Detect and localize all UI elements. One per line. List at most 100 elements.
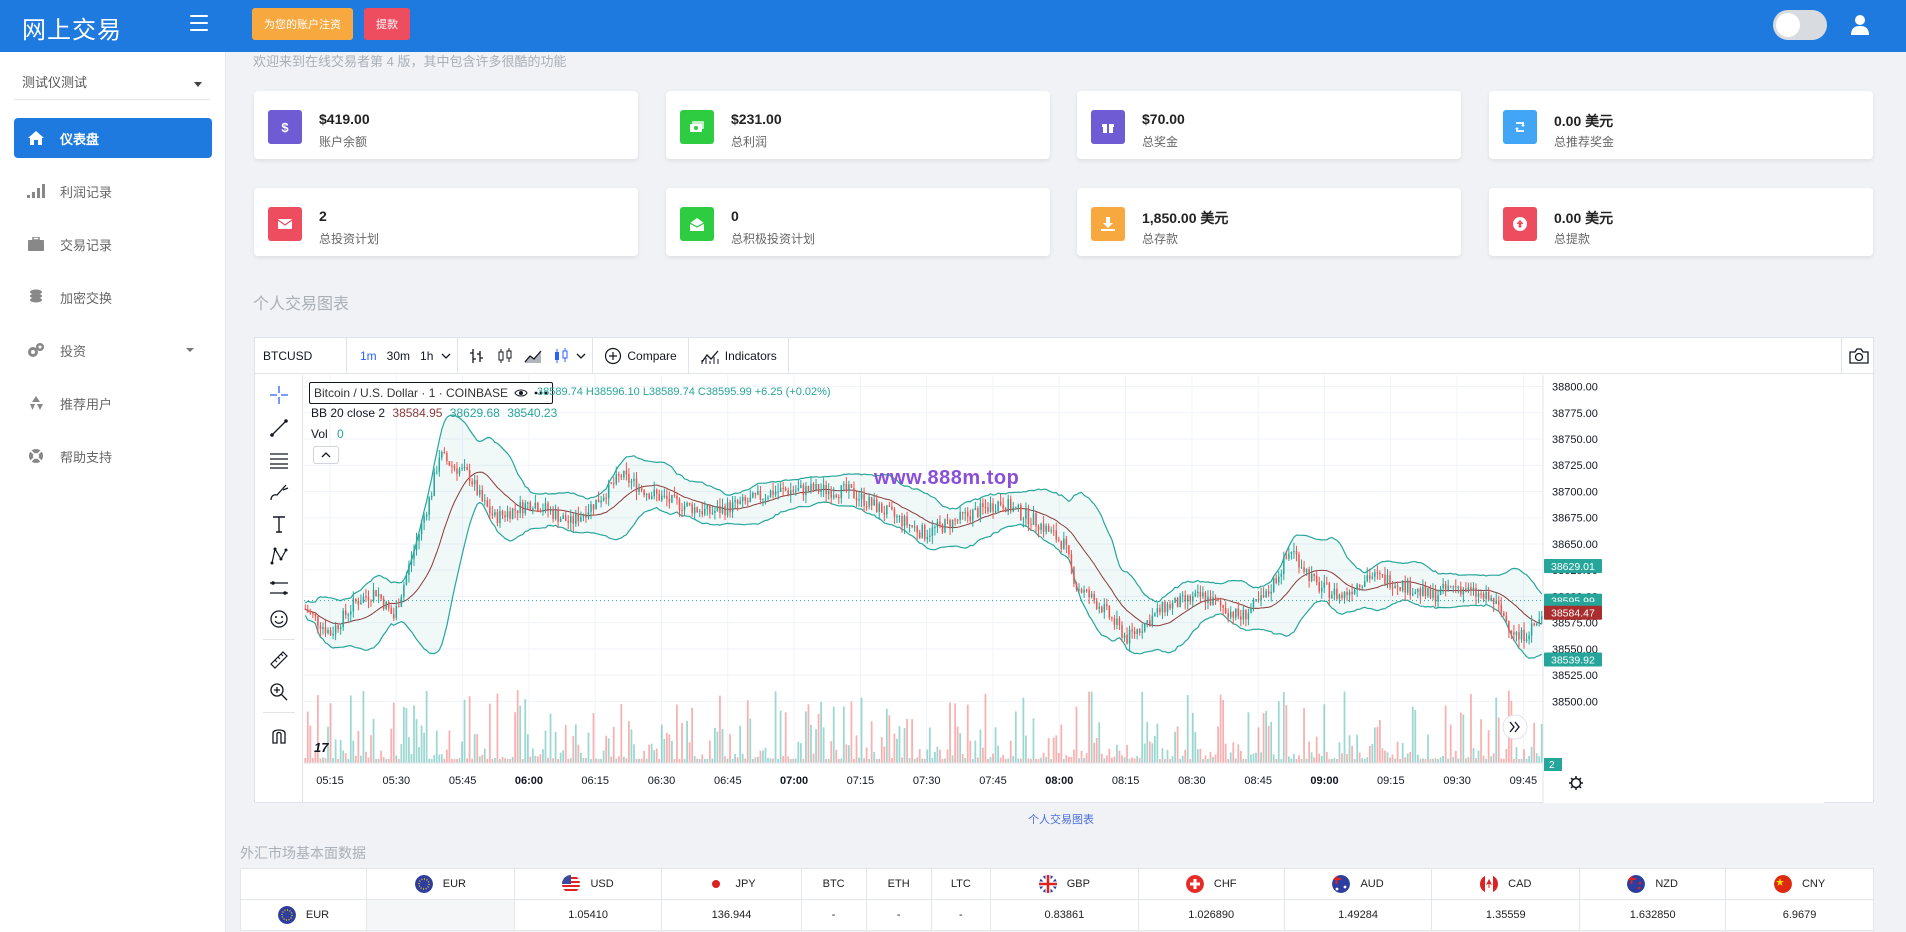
pattern-tool-icon[interactable]	[269, 546, 289, 566]
candle-body	[334, 625, 337, 634]
sidebar-item-invest[interactable]: 投资	[14, 330, 212, 370]
candle-body	[1209, 596, 1212, 606]
user-icon[interactable]	[1850, 14, 1870, 36]
account-selector[interactable]: 测试仪测试	[14, 64, 210, 100]
collapse-legend-button[interactable]	[313, 446, 339, 464]
brand-title[interactable]: 网上交易	[22, 17, 122, 44]
candle-body	[393, 613, 395, 619]
volume-bar	[997, 745, 999, 763]
scroll-right-button[interactable]	[1502, 714, 1528, 740]
candle-body	[367, 597, 370, 601]
snapshot-button[interactable]	[1841, 338, 1875, 374]
crosshair-icon[interactable]	[269, 385, 289, 405]
price-chart-canvas[interactable]: 38800.00 38775.00 38750.00 38725.00 38700.00…	[304, 375, 1824, 803]
withdraw-button[interactable]: 提款	[364, 8, 410, 40]
candles-style-icon[interactable]	[496, 347, 514, 365]
add-circle-icon	[605, 347, 622, 364]
sidebar-item-crypto-exchange[interactable]: 加密交换	[14, 277, 212, 317]
volume-bar	[1462, 714, 1465, 763]
volume-bar	[1080, 750, 1083, 763]
candle-body	[1123, 634, 1126, 638]
measure-ranges-icon[interactable]	[269, 578, 289, 598]
volume-bar	[514, 712, 517, 763]
candle-body	[1055, 530, 1058, 540]
fx-header-label: USD	[590, 877, 614, 890]
fund-account-button[interactable]: 为您的账户注资	[252, 8, 353, 40]
candle-body	[618, 474, 620, 476]
chart-caption-link[interactable]: 个人交易图表	[1028, 814, 1094, 826]
zoom-in-icon[interactable]	[269, 682, 289, 702]
chevron-down-icon[interactable]	[575, 350, 587, 362]
sidebar-item-trade-records[interactable]: 交易记录	[14, 224, 212, 264]
volume-bar	[1085, 753, 1088, 763]
sidebar-item-profit-records[interactable]: 利润记录	[14, 171, 212, 211]
fx-header-label: LTC	[950, 878, 971, 890]
volume-bar	[1518, 758, 1520, 763]
candle-body	[865, 505, 868, 507]
ruler-icon[interactable]	[269, 650, 289, 670]
volume-bar	[698, 759, 701, 763]
candle-body	[547, 503, 549, 511]
indicators-button[interactable]: Indicators	[694, 347, 783, 365]
volume-bar	[501, 756, 504, 763]
candle-body	[527, 502, 529, 504]
volume-bar	[974, 740, 977, 763]
candle-body	[1075, 583, 1078, 590]
more-icon[interactable]	[534, 391, 548, 395]
volume-bar	[564, 724, 567, 763]
bb-legend[interactable]: BB 20 close 2 38584.95 38629.68 38540.23	[311, 406, 557, 420]
candle-body	[1197, 591, 1199, 594]
legend-ohlc: 38589.74 H38596.10 L38589.74 C38595.99 +…	[537, 386, 831, 398]
sidebar-item-label: 利润记录	[60, 184, 113, 200]
candle-body	[1275, 578, 1277, 583]
theme-toggle[interactable]	[1773, 10, 1827, 40]
interval-30m[interactable]: 30m	[386, 348, 411, 363]
volume-bar	[949, 702, 951, 763]
volume-bar	[751, 758, 754, 763]
symbol-legend[interactable]: Bitcoin / U.S. Dollar · 1 · COINBASE	[309, 382, 554, 404]
sidebar-item-dashboard[interactable]: 仪表盘	[14, 118, 212, 158]
candle-body	[491, 513, 494, 516]
magnet-icon[interactable]	[269, 725, 289, 745]
volume-bar	[304, 757, 307, 763]
menu-toggle-icon[interactable]	[190, 15, 208, 31]
interval-1m[interactable]: 1m	[360, 348, 377, 363]
volume-bar	[478, 756, 481, 763]
bars-style-icon[interactable]	[468, 347, 486, 365]
volume-bar	[1437, 758, 1439, 763]
compare-button[interactable]: Compare	[598, 347, 682, 365]
hollow-candles-icon[interactable]	[552, 347, 570, 365]
sidebar-item-label: 帮助支持	[60, 449, 113, 465]
fx-header-label: CNY	[1801, 877, 1826, 890]
fib-retracement-icon[interactable]	[269, 450, 289, 470]
gear-icon[interactable]	[1569, 776, 1583, 790]
chevron-down-icon	[194, 82, 202, 87]
emoji-icon[interactable]	[269, 609, 289, 629]
chevron-down-icon[interactable]	[440, 350, 452, 362]
text-tool-icon[interactable]	[269, 514, 289, 534]
volume-bar	[979, 729, 982, 763]
volume-bar	[1348, 735, 1351, 763]
candle-body	[1414, 592, 1417, 594]
brush-icon[interactable]	[269, 482, 289, 502]
candle-body	[1116, 618, 1118, 625]
eye-icon[interactable]	[514, 388, 528, 398]
candle-body	[961, 511, 964, 514]
candle-body	[1199, 591, 1202, 597]
candle-body	[1052, 530, 1055, 532]
volume-bar	[1293, 754, 1295, 763]
sidebar-item-help-support[interactable]: 帮助支持	[14, 436, 212, 476]
stat-label: 总推荐奖金	[1554, 135, 1615, 149]
area-style-icon[interactable]	[524, 347, 542, 365]
interval-1h[interactable]: 1h	[420, 348, 434, 363]
volume-bar	[827, 758, 830, 763]
volume-bar	[1088, 691, 1091, 763]
candle-body	[319, 625, 322, 630]
symbol-search[interactable]: BTCUSD	[255, 337, 347, 374]
vol-legend[interactable]: Vol 0	[311, 427, 344, 441]
volume-bar	[504, 758, 506, 763]
sidebar-item-referrals[interactable]: 推荐用户	[14, 383, 212, 423]
candle-body	[1455, 586, 1457, 588]
trend-line-icon[interactable]	[269, 418, 289, 438]
x-tick-label: 06:15	[581, 775, 609, 787]
